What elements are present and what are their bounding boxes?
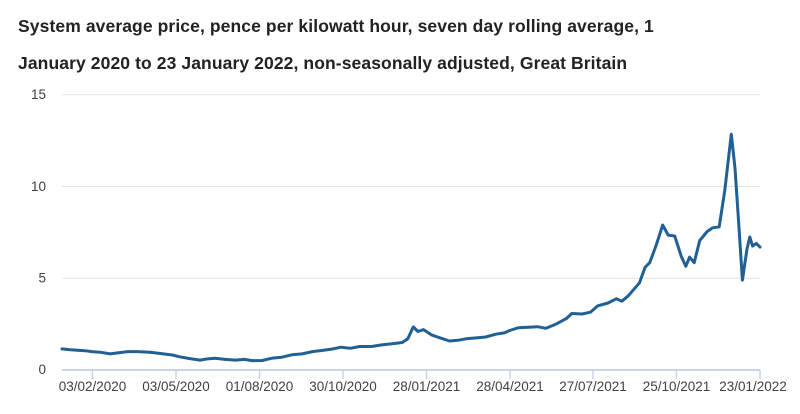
x-axis-ticks — [91, 370, 761, 379]
chart-title-line-1: System average price, pence per kilowatt… — [18, 16, 654, 36]
x-tick-label: 28/04/2021 — [476, 379, 544, 394]
x-tick-label: 27/07/2021 — [559, 379, 627, 394]
x-axis-labels: 03/02/2020 03/05/2020 01/08/2020 30/10/2… — [59, 379, 787, 394]
x-tick-label: 25/10/2021 — [643, 379, 711, 394]
y-tick-label: 10 — [31, 179, 46, 194]
x-tick-label: 23/01/2022 — [719, 379, 787, 394]
price-series-line — [60, 132, 762, 363]
y-tick-label: 0 — [38, 362, 46, 377]
y-tick-label: 5 — [38, 271, 46, 286]
x-tick-label: 28/01/2021 — [393, 379, 461, 394]
gridlines — [62, 94, 760, 279]
x-tick-label: 01/08/2020 — [226, 379, 294, 394]
chart-title: System average price, pence per kilowatt… — [18, 8, 778, 82]
x-tick-label: 30/10/2020 — [309, 379, 377, 394]
chart-title-line-2: January 2020 to 23 January 2022, non-sea… — [18, 53, 628, 73]
x-tick-label: 03/05/2020 — [142, 379, 210, 394]
y-axis-labels: 15 10 5 0 — [31, 87, 46, 377]
y-tick-label: 15 — [31, 87, 46, 102]
x-tick-label: 03/02/2020 — [59, 379, 127, 394]
